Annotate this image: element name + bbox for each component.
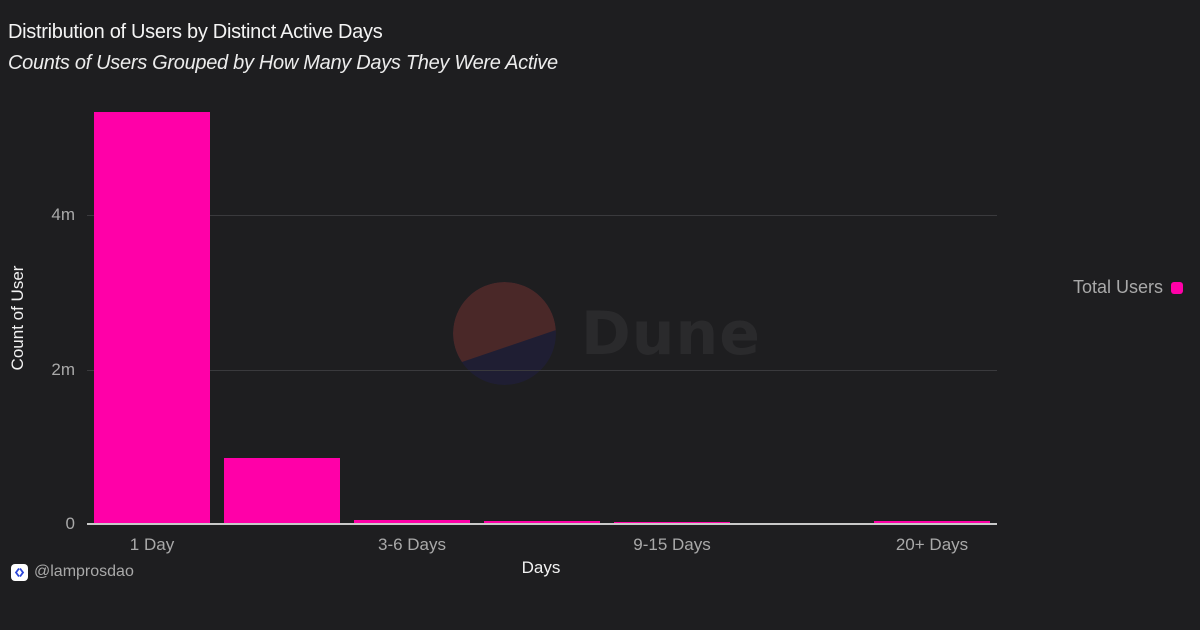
author-handle[interactable]: @lamprosdao [34,563,134,580]
x-tick-label: 1 Day [129,535,175,554]
x-tick-label: 9-15 Days [633,535,711,554]
y-tick-label: 4m [51,205,75,224]
chart-title: Distribution of Users by Distinct Active… [8,21,383,43]
bar[interactable] [94,112,210,524]
x-axis-line [87,523,997,525]
bar[interactable] [484,521,600,524]
chart-subtitle: Counts of Users Grouped by How Many Days… [8,52,558,74]
legend-item-total-users[interactable]: Total Users [1073,277,1184,298]
bar[interactable] [614,521,730,524]
y-tick-label: 2m [51,359,75,379]
legend-swatch-icon [1171,281,1184,294]
x-tick-label: 3-6 Days [377,535,447,554]
gridline [87,215,997,216]
bar[interactable] [224,458,340,524]
dune-watermark: Dune [453,282,761,385]
bar[interactable] [874,520,990,524]
dune-logo-icon [453,282,556,385]
y-tick-label: 0 [65,514,75,533]
bar[interactable] [354,520,470,524]
dune-watermark-text: Dune [581,298,761,369]
x-axis-label: Days [521,558,561,577]
lamprosdao-logo-icon [11,563,28,581]
gridline [87,369,997,371]
x-tick-label: 20+ Days [895,535,969,554]
footer-attribution: @lamprosdao [11,563,134,581]
y-axis-label: Count of User [8,265,27,371]
legend-label: Total Users [1073,277,1164,297]
